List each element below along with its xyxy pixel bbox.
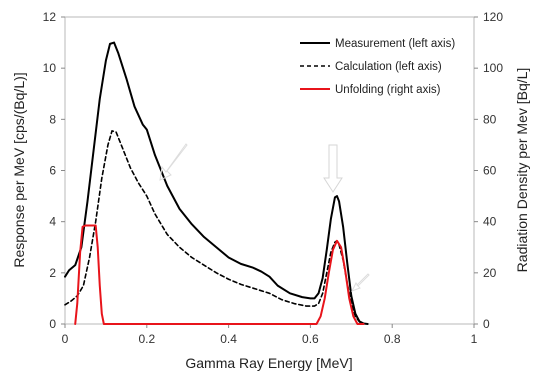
x-axis-ticks: 0 0.2 0.4 0.6 0.8 1: [62, 324, 478, 346]
right-tick-label: 0: [483, 317, 490, 331]
unfolding-line: [74, 224, 365, 325]
right-tick-label: 100: [483, 61, 503, 75]
right-tick-label: 80: [483, 112, 497, 126]
left-tick-label: 8: [49, 112, 56, 126]
left-tick-label: 6: [49, 164, 56, 178]
left-axis-ticks: 0 2 4 6 8 10 12: [43, 10, 65, 331]
left-tick-label: 4: [49, 215, 56, 229]
x-tick-label: 0: [62, 332, 69, 346]
arrow-annotation-peak: [323, 144, 343, 193]
legend-label-measurement: Measurement (left axis): [335, 38, 455, 50]
right-tick-label: 20: [483, 266, 497, 280]
x-tick-label: 0.4: [220, 332, 237, 346]
left-tick-label: 10: [43, 61, 57, 75]
x-tick-label: 0.2: [138, 332, 155, 346]
x-axis-title: Gamma Ray Energy [MeV]: [185, 355, 352, 371]
right-axis-ticks: 0 20 40 60 80 100 120: [474, 10, 503, 331]
right-tick-label: 120: [483, 10, 503, 24]
right-axis-title: Radiation Density per Mev [Bq/L]: [514, 68, 530, 273]
legend: Measurement (left axis) Calculation (lef…: [300, 38, 455, 96]
x-tick-label: 0.6: [302, 332, 319, 346]
left-tick-label: 0: [49, 317, 56, 331]
legend-label-unfolding: Unfolding (right axis): [335, 84, 441, 96]
arrow-annotation-edge: [350, 273, 370, 292]
plot-area: [64, 16, 475, 325]
right-tick-label: 60: [483, 164, 497, 178]
annotations: [159, 143, 370, 292]
left-axis-title: Response per MeV [cps/(Bq/L)]: [11, 72, 27, 267]
left-tick-label: 2: [49, 266, 56, 280]
left-tick-label: 12: [43, 10, 57, 24]
arrow-annotation-compton: [159, 143, 188, 181]
x-tick-label: 1: [471, 332, 478, 346]
right-tick-label: 40: [483, 215, 497, 229]
legend-label-calculation: Calculation (left axis): [335, 61, 442, 73]
series-layer: [64, 41, 369, 325]
x-tick-label: 0.8: [384, 332, 401, 346]
measurement-line: [64, 41, 369, 325]
